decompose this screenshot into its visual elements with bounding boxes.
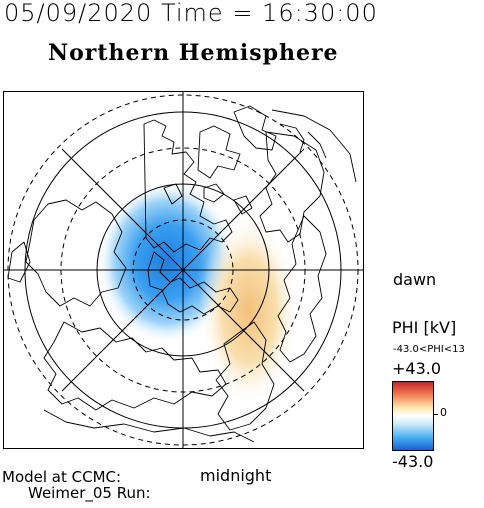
colorbar-max-label: +43.0	[392, 359, 442, 378]
colorbar-title: PHI [kV]	[392, 318, 457, 337]
coastlines	[7, 105, 357, 443]
polar-map-svg	[4, 92, 363, 448]
header-datetime: 05/09/2020 Time = 16:30:00	[4, 0, 378, 27]
dawn-label: dawn	[393, 270, 437, 289]
polar-map	[3, 91, 364, 449]
model-credit-line1: Model at CCMC:	[2, 468, 122, 486]
map-title: Northern Hemisphere	[48, 40, 339, 66]
midnight-label: midnight	[200, 466, 272, 485]
colorbar-min-label: -43.0	[392, 452, 434, 471]
meridian-diagonal-2	[61, 148, 305, 392]
colorbar-zero-label: 0	[440, 406, 447, 419]
colorbar-range: -43.0<PHI<13	[393, 344, 465, 355]
positive-potential-cell	[199, 215, 299, 405]
colorbar-zero-tick	[433, 414, 438, 415]
colorbar	[392, 381, 434, 451]
model-credit-line2: Weimer_05 Run:	[28, 484, 151, 502]
